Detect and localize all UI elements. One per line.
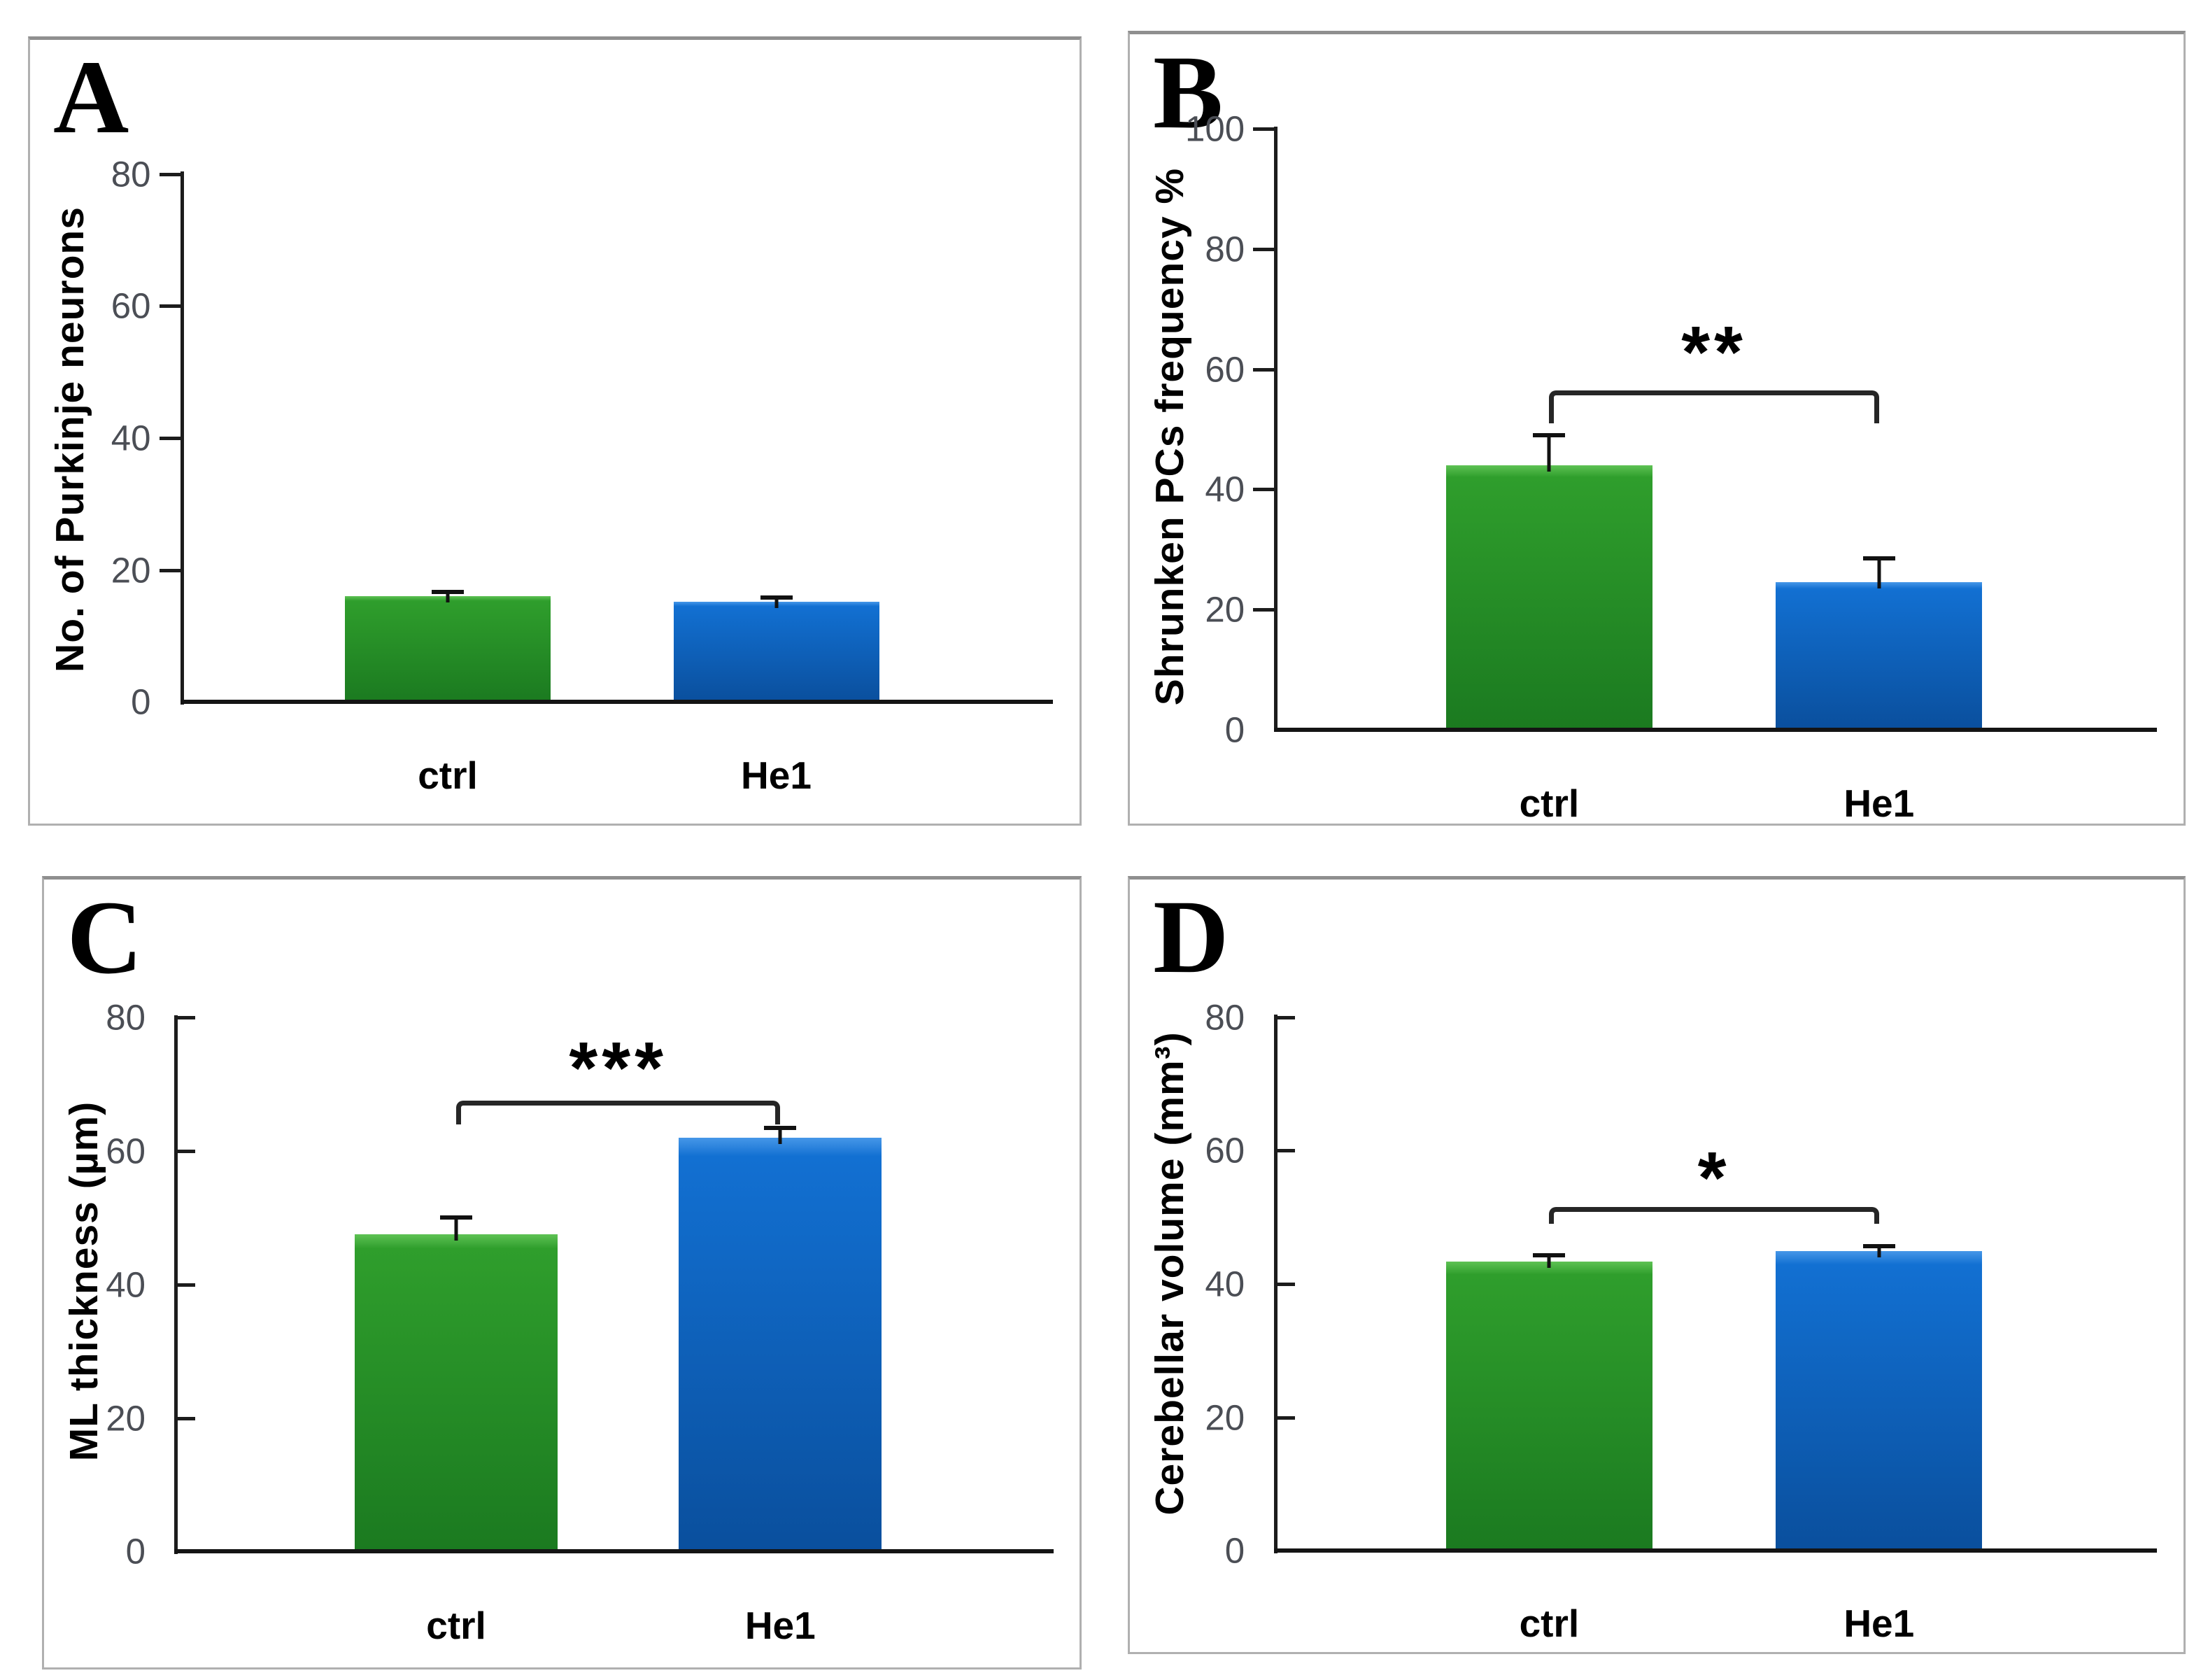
panel-letter-D: D bbox=[1153, 879, 1229, 996]
significance-stars: ** bbox=[1681, 311, 1747, 393]
bar-he1 bbox=[1776, 1251, 1983, 1551]
y-tick-label: 60 bbox=[1205, 349, 1245, 390]
y-tick-label: 20 bbox=[1205, 589, 1245, 630]
y-tick bbox=[159, 304, 181, 309]
bar-he1 bbox=[673, 601, 879, 703]
error-bar-ctrl bbox=[1547, 435, 1551, 472]
y-tick-label: 40 bbox=[1205, 469, 1245, 509]
bar-he1 bbox=[679, 1137, 882, 1552]
y-tick-label: 80 bbox=[1205, 997, 1245, 1037]
y-axis-title-B: Shrunken PCs frequency % bbox=[1147, 168, 1193, 706]
significance-stars: *** bbox=[569, 1026, 667, 1109]
error-bar-ctrl bbox=[454, 1217, 458, 1241]
significance-bracket bbox=[1549, 1207, 1879, 1224]
x-axis-line bbox=[180, 700, 1054, 705]
y-axis-title-D: Cerebellar volume (mm³) bbox=[1147, 1031, 1193, 1516]
bar-ctrl bbox=[345, 596, 551, 703]
panel-letter-A: A bbox=[53, 39, 129, 156]
y-tick bbox=[159, 436, 181, 440]
panel-C: C ML thickness (µm) 0 20 40 60 80 ctrl He1 *** bbox=[42, 876, 1082, 1670]
category-label-ctrl: ctrl bbox=[1519, 782, 1580, 826]
y-tick-label: 100 bbox=[1185, 108, 1245, 149]
y-tick-label: 40 bbox=[1205, 1264, 1245, 1304]
y-tick-label: 20 bbox=[1205, 1397, 1245, 1438]
error-cap-ctrl bbox=[1533, 1252, 1566, 1257]
category-label-ctrl: ctrl bbox=[1519, 1602, 1580, 1646]
y-tick bbox=[174, 1416, 196, 1420]
y-axis-title-C: ML thickness (µm) bbox=[61, 1101, 106, 1462]
error-bar-he1 bbox=[774, 598, 778, 608]
panel-D: D Cerebellar volume (mm³) 0 20 40 60 80 ctrl H… bbox=[1128, 876, 2186, 1654]
y-tick-label: 80 bbox=[111, 154, 151, 195]
y-tick bbox=[174, 1149, 196, 1153]
y-tick-label: 0 bbox=[1224, 710, 1245, 750]
error-cap-he1 bbox=[760, 595, 793, 600]
panel-A: A No. of Purkinje neurons 0 20 40 60 80 ctrl H… bbox=[28, 36, 1082, 826]
y-axis-line bbox=[180, 171, 184, 705]
error-bar-ctrl bbox=[446, 591, 450, 603]
significance-stars: * bbox=[1697, 1136, 1731, 1219]
y-tick bbox=[174, 1016, 196, 1020]
y-tick-label: 0 bbox=[1224, 1530, 1245, 1571]
x-axis-line bbox=[174, 1549, 1054, 1554]
panel-B: B Shrunken PCs frequency % 0 20 40 60 80 100 c… bbox=[1128, 31, 2186, 826]
y-tick-label: 0 bbox=[131, 682, 151, 722]
category-label-ctrl: ctrl bbox=[418, 754, 478, 798]
y-tick bbox=[159, 568, 181, 572]
y-tick-label: 60 bbox=[111, 285, 151, 326]
y-axis-title-A: No. of Purkinje neurons bbox=[48, 206, 92, 673]
error-bar-he1 bbox=[778, 1127, 782, 1144]
significance-bracket bbox=[456, 1101, 781, 1124]
y-tick bbox=[159, 172, 181, 176]
bar-ctrl bbox=[355, 1234, 558, 1552]
category-label-ctrl: ctrl bbox=[426, 1603, 486, 1647]
error-cap-he1 bbox=[1862, 556, 1895, 561]
y-tick bbox=[1253, 248, 1275, 252]
error-bar-he1 bbox=[1877, 1245, 1881, 1258]
significance-bracket bbox=[1549, 390, 1879, 423]
category-label-he1: He1 bbox=[741, 754, 812, 798]
bar-ctrl bbox=[1445, 1262, 1652, 1551]
y-tick-label: 60 bbox=[1205, 1130, 1245, 1171]
bar-ctrl bbox=[1445, 465, 1652, 730]
error-cap-ctrl bbox=[432, 589, 464, 594]
error-bar-he1 bbox=[1877, 558, 1881, 589]
error-cap-ctrl bbox=[440, 1215, 473, 1220]
error-cap-ctrl bbox=[1533, 433, 1566, 438]
panel-letter-B: B bbox=[1153, 34, 1224, 150]
x-axis-line bbox=[1274, 727, 2158, 732]
y-tick-label: 80 bbox=[106, 997, 146, 1038]
y-tick bbox=[174, 1283, 196, 1287]
y-tick bbox=[1274, 1416, 1296, 1420]
bar-he1 bbox=[1776, 582, 1983, 730]
error-cap-he1 bbox=[764, 1125, 797, 1130]
category-label-he1: He1 bbox=[744, 1603, 816, 1647]
y-tick-label: 80 bbox=[1205, 229, 1245, 269]
y-tick-label: 20 bbox=[111, 550, 151, 591]
y-tick-label: 40 bbox=[111, 418, 151, 458]
y-tick-label: 40 bbox=[106, 1264, 146, 1305]
category-label-he1: He1 bbox=[1843, 1602, 1915, 1646]
y-tick bbox=[1253, 608, 1275, 612]
y-tick bbox=[1274, 1282, 1296, 1286]
y-tick-label: 20 bbox=[106, 1398, 146, 1439]
y-tick bbox=[1253, 127, 1275, 132]
error-cap-he1 bbox=[1862, 1243, 1895, 1248]
y-tick bbox=[1274, 1149, 1296, 1153]
y-axis-line bbox=[1274, 126, 1278, 733]
panel-letter-C: C bbox=[66, 879, 143, 996]
y-tick bbox=[1253, 367, 1275, 372]
y-tick bbox=[1274, 1015, 1296, 1019]
category-label-he1: He1 bbox=[1843, 782, 1915, 826]
x-axis-line bbox=[1274, 1548, 2158, 1553]
y-tick bbox=[1253, 488, 1275, 492]
error-bar-ctrl bbox=[1547, 1255, 1551, 1269]
y-tick-label: 60 bbox=[106, 1131, 146, 1171]
y-tick-label: 0 bbox=[125, 1531, 146, 1572]
